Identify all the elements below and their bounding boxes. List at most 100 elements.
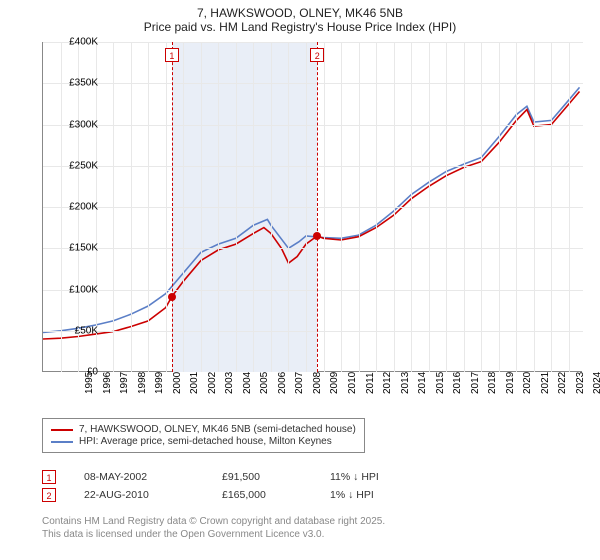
gridline-h xyxy=(43,290,583,291)
gridline-v xyxy=(236,42,237,372)
x-axis-label: 1998 xyxy=(137,372,148,394)
gridline-v xyxy=(446,42,447,372)
y-axis-label: £100K xyxy=(48,284,98,295)
legend-label: 7, HAWKSWOOD, OLNEY, MK46 5NB (semi-deta… xyxy=(79,424,356,435)
legend-item: 7, HAWKSWOOD, OLNEY, MK46 5NB (semi-deta… xyxy=(51,424,356,435)
x-axis-label: 2015 xyxy=(435,372,446,394)
marker-box-1: 1 xyxy=(165,48,179,62)
x-axis-label: 2009 xyxy=(329,372,340,394)
gridline-v xyxy=(481,42,482,372)
x-axis-label: 1996 xyxy=(102,372,113,394)
gridline-v xyxy=(499,42,500,372)
sale-diff: 1% ↓ HPI xyxy=(330,489,420,501)
gridline-v xyxy=(253,42,254,372)
gridline-v xyxy=(516,42,517,372)
y-axis-label: £250K xyxy=(48,160,98,171)
gridline-v xyxy=(359,42,360,372)
marker-dot-2 xyxy=(313,232,321,240)
x-axis-label: 2004 xyxy=(242,372,253,394)
gridline-h xyxy=(43,83,583,84)
x-axis-label: 1997 xyxy=(119,372,130,394)
legend: 7, HAWKSWOOD, OLNEY, MK46 5NB (semi-deta… xyxy=(42,418,365,453)
y-axis-label: £350K xyxy=(48,78,98,89)
x-axis-label: 2018 xyxy=(487,372,498,394)
gridline-h xyxy=(43,331,583,332)
x-axis-label: 2024 xyxy=(592,372,600,394)
gridline-v xyxy=(148,42,149,372)
x-axis-label: 2022 xyxy=(557,372,568,394)
y-axis-label: £300K xyxy=(48,119,98,130)
gridline-v xyxy=(271,42,272,372)
x-axis-label: 2003 xyxy=(224,372,235,394)
legend-swatch xyxy=(51,441,73,443)
x-axis-label: 2006 xyxy=(277,372,288,394)
chart-container: 7, HAWKSWOOD, OLNEY, MK46 5NB Price paid… xyxy=(0,0,600,560)
chart-area: 12 1995199619971998199920002001200220032… xyxy=(42,42,582,372)
gridline-v xyxy=(464,42,465,372)
gridline-h xyxy=(43,125,583,126)
y-axis-label: £0 xyxy=(48,367,98,378)
gridline-v xyxy=(113,42,114,372)
x-axis-label: 2013 xyxy=(400,372,411,394)
gridline-v xyxy=(341,42,342,372)
x-axis-label: 2001 xyxy=(189,372,200,394)
gridline-v xyxy=(166,42,167,372)
x-axis-label: 2012 xyxy=(382,372,393,394)
gridline-v xyxy=(131,42,132,372)
legend-label: HPI: Average price, semi-detached house,… xyxy=(79,436,332,447)
title-address: 7, HAWKSWOOD, OLNEY, MK46 5NB xyxy=(10,6,590,20)
sale-price: £165,000 xyxy=(222,489,302,501)
x-axis-label: 2005 xyxy=(259,372,270,394)
sale-price: £91,500 xyxy=(222,471,302,483)
gridline-h xyxy=(43,248,583,249)
gridline-h xyxy=(43,207,583,208)
gridline-v xyxy=(376,42,377,372)
gridline-v xyxy=(201,42,202,372)
gridline-v xyxy=(288,42,289,372)
legend-item: HPI: Average price, semi-detached house,… xyxy=(51,436,356,447)
x-axis-label: 2007 xyxy=(294,372,305,394)
gridline-v xyxy=(569,42,570,372)
x-axis-label: 2021 xyxy=(540,372,551,394)
sale-row-1: 1 08-MAY-2002 £91,500 11% ↓ HPI xyxy=(42,470,420,484)
title-block: 7, HAWKSWOOD, OLNEY, MK46 5NB Price paid… xyxy=(0,0,600,38)
marker-line-1 xyxy=(172,42,173,372)
sale-date: 22-AUG-2010 xyxy=(84,489,194,501)
sale-num: 1 xyxy=(42,470,56,484)
x-axis-label: 2016 xyxy=(452,372,463,394)
marker-dot-1 xyxy=(168,293,176,301)
gridline-h xyxy=(43,42,583,43)
x-axis-label: 1999 xyxy=(154,372,165,394)
x-axis-label: 2017 xyxy=(470,372,481,394)
x-axis-label: 2010 xyxy=(347,372,358,394)
gridline-v xyxy=(551,42,552,372)
x-axis-label: 2020 xyxy=(522,372,533,394)
copyright-line1: Contains HM Land Registry data © Crown c… xyxy=(42,516,385,529)
gridline-v xyxy=(324,42,325,372)
x-axis-label: 2011 xyxy=(365,372,376,394)
gridline-v xyxy=(306,42,307,372)
gridline-v xyxy=(534,42,535,372)
y-axis-label: £50K xyxy=(48,325,98,336)
copyright-line2: This data is licensed under the Open Gov… xyxy=(42,529,385,542)
gridline-v xyxy=(411,42,412,372)
y-axis-label: £150K xyxy=(48,243,98,254)
copyright: Contains HM Land Registry data © Crown c… xyxy=(42,516,385,541)
x-axis-label: 2014 xyxy=(417,372,428,394)
sale-date: 08-MAY-2002 xyxy=(84,471,194,483)
gridline-v xyxy=(394,42,395,372)
marker-line-2 xyxy=(317,42,318,372)
sale-num: 2 xyxy=(42,488,56,502)
marker-box-2: 2 xyxy=(310,48,324,62)
legend-swatch xyxy=(51,429,73,431)
x-axis-label: 2000 xyxy=(172,372,183,394)
title-subtitle: Price paid vs. HM Land Registry's House … xyxy=(10,20,590,34)
sales-table: 1 08-MAY-2002 £91,500 11% ↓ HPI 2 22-AUG-2010… xyxy=(42,466,420,506)
plot-area: 12 xyxy=(42,42,582,372)
gridline-v xyxy=(183,42,184,372)
sale-row-2: 2 22-AUG-2010 £165,000 1% ↓ HPI xyxy=(42,488,420,502)
sale-diff: 11% ↓ HPI xyxy=(330,471,420,483)
x-axis-label: 2002 xyxy=(207,372,218,394)
gridline-h xyxy=(43,166,583,167)
x-axis-label: 2019 xyxy=(505,372,516,394)
